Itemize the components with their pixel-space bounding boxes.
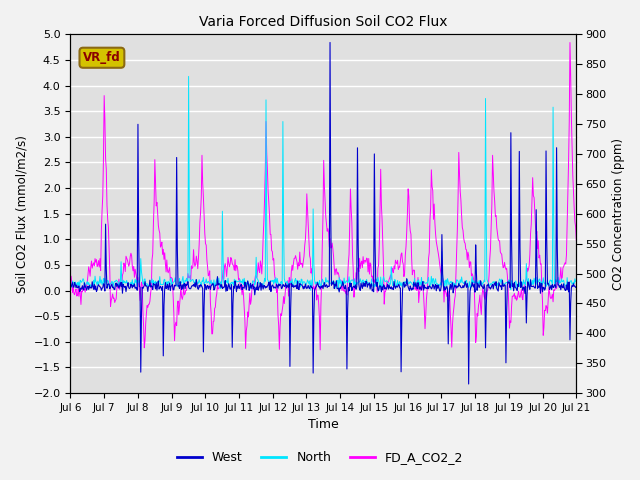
Title: Varia Forced Diffusion Soil CO2 Flux: Varia Forced Diffusion Soil CO2 Flux	[199, 15, 447, 29]
Y-axis label: Soil CO2 Flux (mmol/m2/s): Soil CO2 Flux (mmol/m2/s)	[15, 135, 28, 293]
X-axis label: Time: Time	[308, 419, 339, 432]
Y-axis label: CO2 Concentration (ppm): CO2 Concentration (ppm)	[612, 138, 625, 290]
Text: VR_fd: VR_fd	[83, 51, 121, 64]
Legend: West, North, FD_A_CO2_2: West, North, FD_A_CO2_2	[172, 446, 468, 469]
